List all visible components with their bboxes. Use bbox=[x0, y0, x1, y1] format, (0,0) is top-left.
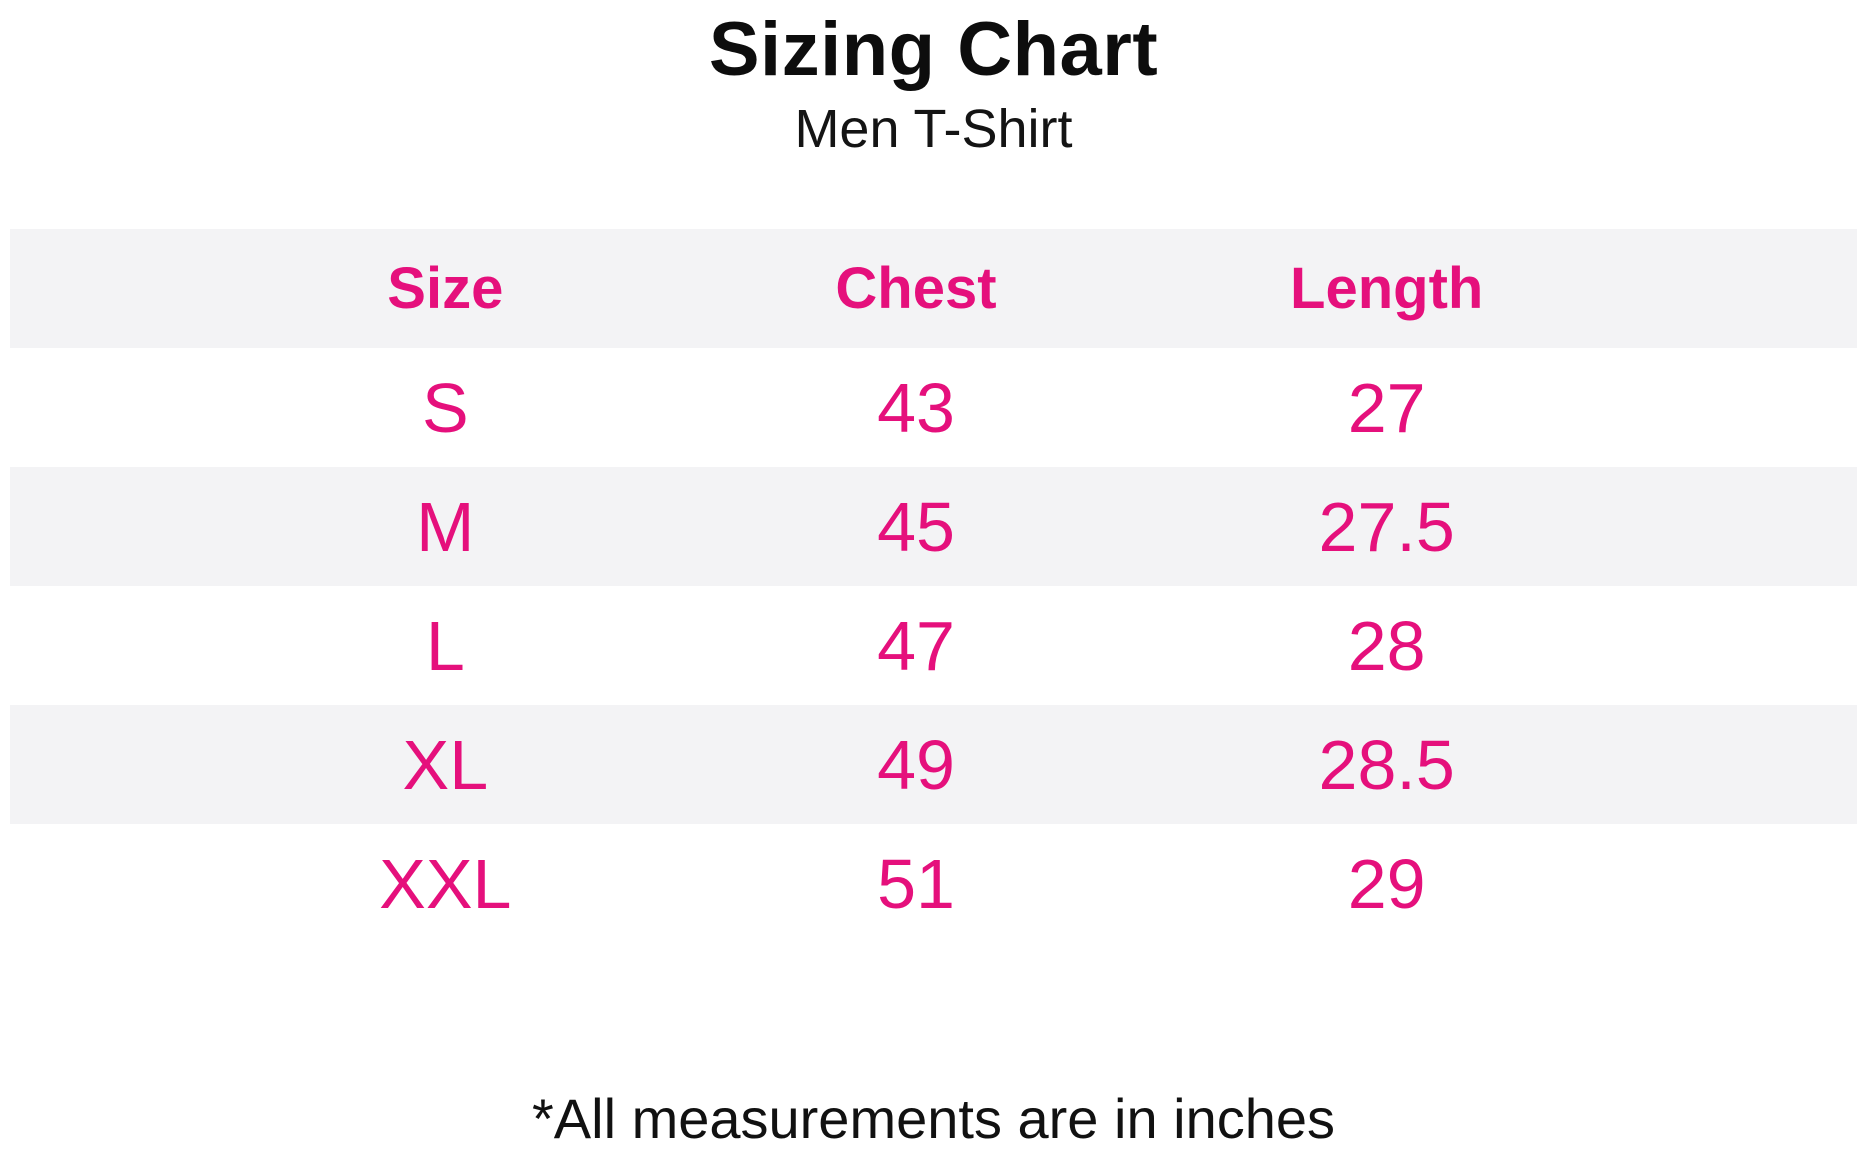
length-value-cell: 28 bbox=[1347, 606, 1426, 685]
length-value-cell: 27.5 bbox=[1318, 487, 1455, 566]
page-title: Sizing Chart bbox=[708, 7, 1159, 92]
length-value-cell: 28.5 bbox=[1318, 725, 1455, 804]
sizing-table: Size Chest Length S 43 27 M 45 27.5 L 47… bbox=[10, 229, 1857, 943]
page-subtitle: Men T-Shirt bbox=[794, 99, 1073, 159]
measurements-note: *All measurements are in inches bbox=[531, 1087, 1336, 1150]
size-value-cell: XL bbox=[402, 725, 489, 804]
column-header-chest: Chest bbox=[835, 256, 997, 321]
chest-value-cell: 43 bbox=[877, 368, 955, 447]
table-row-l: L 47 28 bbox=[10, 586, 1857, 705]
size-value-cell: S bbox=[421, 368, 469, 447]
table-row-s: S 43 27 bbox=[10, 348, 1857, 467]
length-value-cell: 27 bbox=[1347, 368, 1426, 447]
chest-value-cell: 47 bbox=[877, 606, 955, 685]
length-value-cell: 29 bbox=[1347, 844, 1426, 923]
chest-value-cell: 49 bbox=[877, 725, 955, 804]
size-value-cell: M bbox=[416, 487, 475, 566]
column-header-length: Length bbox=[1290, 256, 1484, 321]
size-value-cell: L bbox=[425, 606, 465, 685]
column-header-size: Size bbox=[387, 256, 504, 321]
chest-value-cell: 51 bbox=[877, 844, 955, 923]
size-value-cell: XXL bbox=[379, 844, 512, 923]
table-header-row: Size Chest Length bbox=[10, 229, 1857, 348]
table-row-xxl: XXL 51 29 bbox=[10, 824, 1857, 943]
table-row-m: M 45 27.5 bbox=[10, 467, 1857, 586]
chest-value-cell: 45 bbox=[877, 487, 955, 566]
table-row-xl: XL 49 28.5 bbox=[10, 705, 1857, 824]
